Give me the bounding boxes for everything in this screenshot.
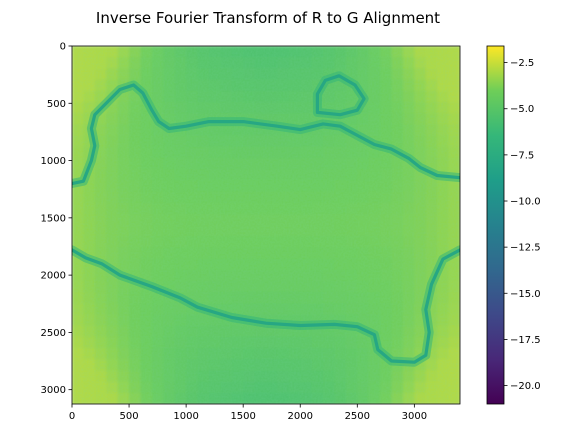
x-tick-label: 0 [69,411,75,422]
x-tick-label: 500 [120,411,139,422]
plot-area [72,46,461,405]
y-tick-label: 0 [60,42,66,53]
x-axis: 0 500 1000 1500 2000 2500 3000 [69,404,427,422]
colorbar-tick-label: −7.5 [510,150,534,161]
y-tick-label: 2000 [41,271,66,282]
colorbar-tick-label: −5.0 [510,104,534,115]
colorbar-tick-label: −2.5 [510,58,534,69]
y-tick-label: 3000 [41,385,66,396]
colorbar-axis: −2.5 −5.0 −7.5 −10.0 −12.5 −15.0 −17.5 −20.0 [504,58,541,392]
y-tick-label: 1000 [41,156,66,167]
texture-overlay [72,46,460,404]
x-tick-label: 1000 [173,411,198,422]
x-tick-label: 3000 [402,411,427,422]
x-tick-label: 2000 [288,411,313,422]
y-tick-label: 500 [47,99,66,110]
colorbar-tick-label: −10.0 [510,197,541,208]
y-tick-label: 2500 [41,328,66,339]
colorbar [487,46,504,404]
colorbar-tick-label: −17.5 [510,335,541,346]
colorbar-tick-label: −12.5 [510,243,541,254]
y-axis: 0 500 1000 1500 2000 2500 3000 [41,42,72,397]
x-tick-label: 1500 [230,411,255,422]
colorbar-tick-label: −15.0 [510,289,541,300]
y-tick-label: 1500 [41,213,66,224]
colorbar-tick-label: −20.0 [510,381,541,392]
chart-title: Inverse Fourier Transform of R to G Alig… [96,9,440,27]
x-tick-label: 2500 [345,411,370,422]
